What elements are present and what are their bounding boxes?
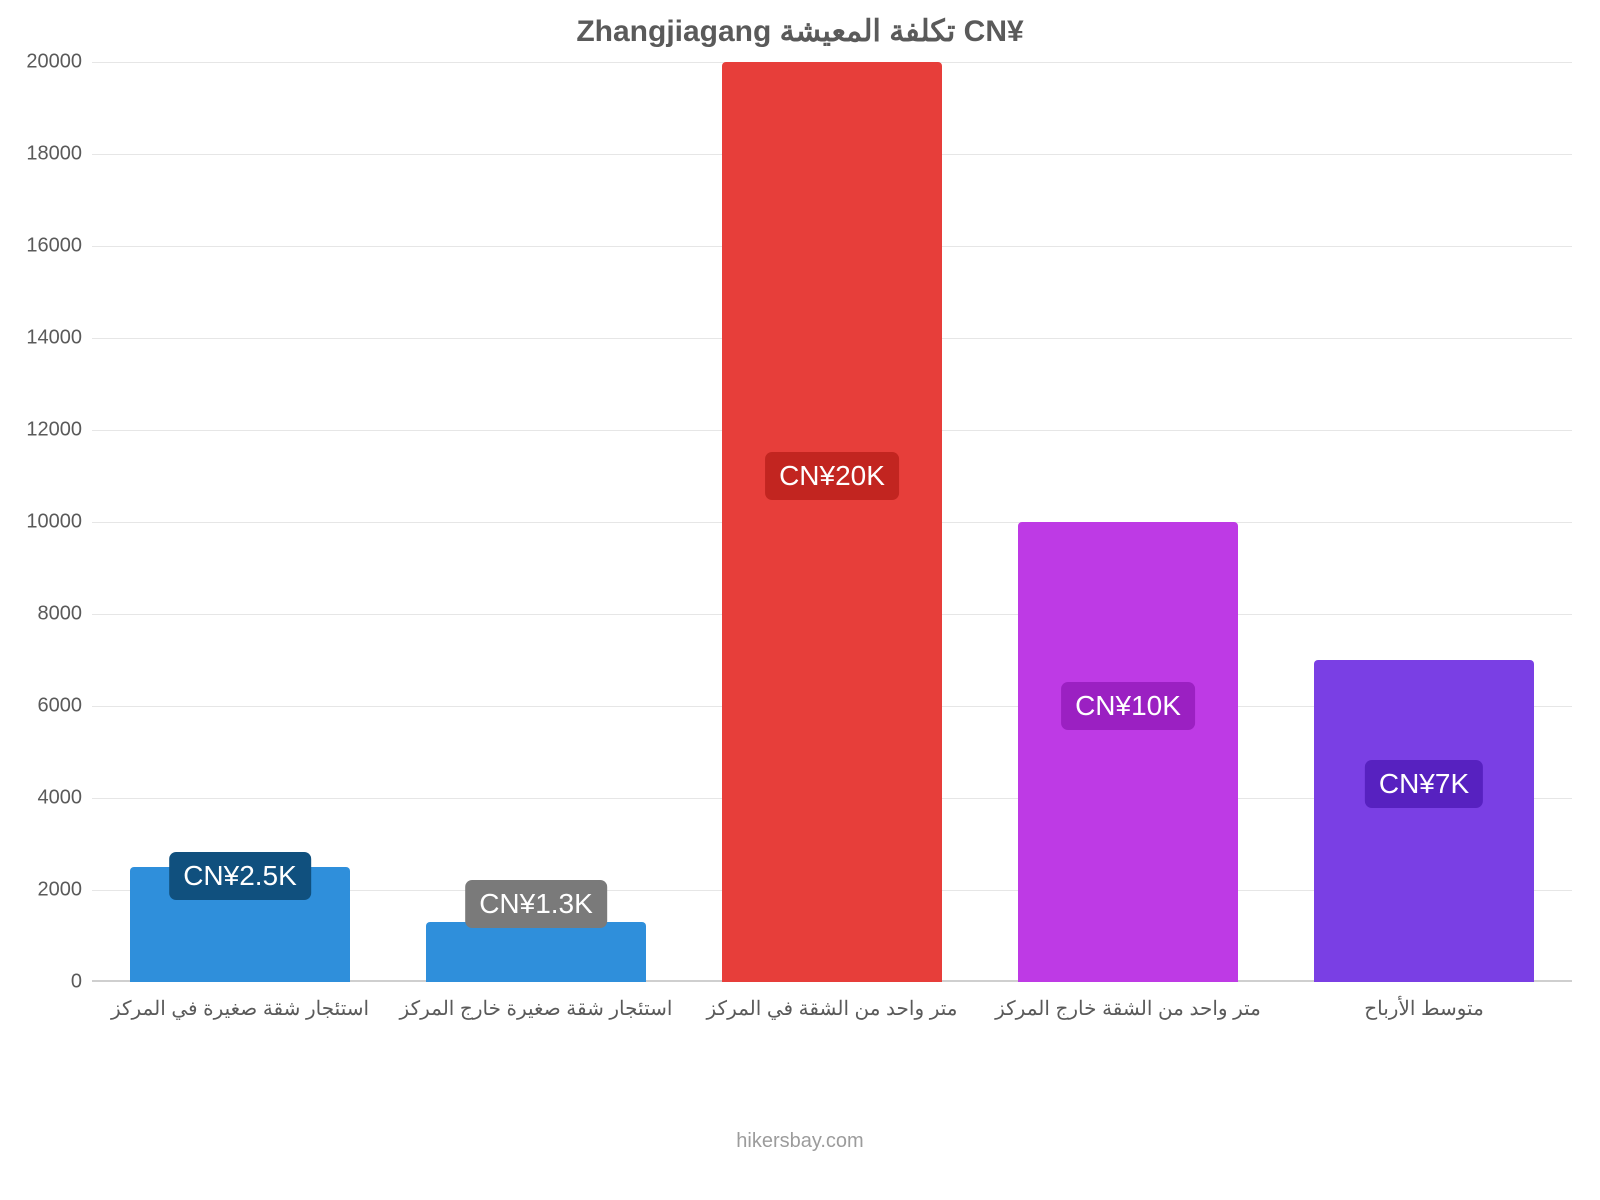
- value-badge: CN¥10K: [1061, 682, 1195, 730]
- attribution-text: hikersbay.com: [0, 1130, 1600, 1153]
- y-tick-label: 12000: [26, 419, 92, 442]
- y-tick-label: 18000: [26, 143, 92, 166]
- x-tick-label: استئجار شقة صغيرة في المركز: [111, 982, 369, 1021]
- x-tick-label: متر واحد من الشقة في المركز: [707, 982, 958, 1021]
- bar: [426, 922, 645, 982]
- value-badge: CN¥7K: [1365, 760, 1483, 808]
- y-tick-label: 14000: [26, 327, 92, 350]
- y-tick-label: 20000: [26, 51, 92, 74]
- bar: [722, 62, 941, 982]
- x-tick-label: استئجار شقة صغيرة خارج المركز: [400, 982, 673, 1021]
- y-tick-label: 16000: [26, 235, 92, 258]
- y-tick-label: 10000: [26, 511, 92, 534]
- plot-area: 0200040006000800010000120001400016000180…: [92, 62, 1572, 982]
- bar: [1314, 660, 1533, 982]
- x-tick-label: متوسط الأرباح: [1364, 982, 1484, 1021]
- value-badge: CN¥1.3K: [465, 880, 607, 928]
- chart-title: Zhangjiagang تكلفة المعيشة CN¥: [0, 14, 1600, 49]
- y-tick-label: 8000: [38, 603, 93, 626]
- y-tick-label: 6000: [38, 695, 93, 718]
- value-badge: CN¥2.5K: [169, 852, 311, 900]
- y-tick-label: 4000: [38, 787, 93, 810]
- bar: [1018, 522, 1237, 982]
- y-tick-label: 2000: [38, 879, 93, 902]
- value-badge: CN¥20K: [765, 452, 899, 500]
- x-tick-label: متر واحد من الشقة خارج المركز: [995, 982, 1261, 1021]
- y-tick-label: 0: [71, 971, 92, 994]
